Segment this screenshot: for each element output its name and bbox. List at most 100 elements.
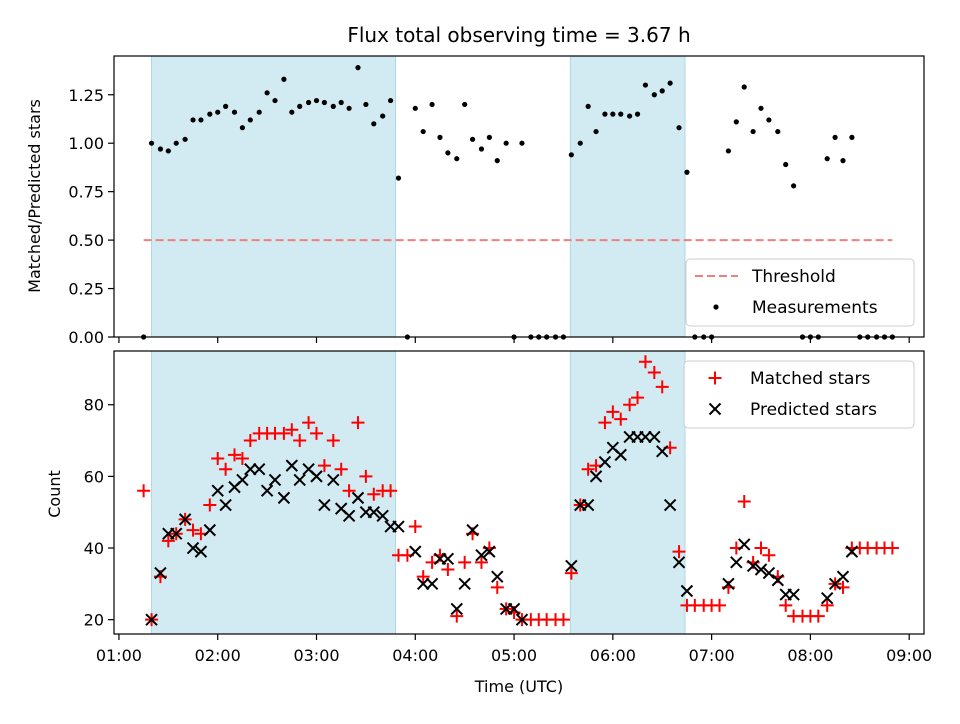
measurement-point [182, 136, 188, 142]
matched-star-point [450, 609, 464, 623]
measurement-point [627, 113, 633, 119]
predicted-star-point [342, 509, 356, 522]
y-tick-label: 60 [84, 467, 104, 486]
matched-star-point [416, 570, 430, 584]
legend-measurements-swatch [713, 304, 719, 310]
predicted-star-point [589, 470, 603, 483]
measurement-point [775, 128, 781, 135]
measurement-point [173, 140, 179, 146]
predicted-star-point [491, 570, 504, 583]
matched-star-point [811, 609, 825, 623]
matched-star-point [351, 416, 365, 430]
matched-star-point [367, 487, 381, 501]
predicted-star-point [754, 563, 768, 576]
predicted-star-point [441, 552, 455, 565]
predicted-star-point [293, 473, 306, 487]
measurement-point [519, 140, 525, 146]
measurement-point [667, 80, 673, 86]
matched-star-point [598, 416, 612, 430]
matched-star-point [243, 434, 257, 448]
predicted-star-point [154, 566, 167, 580]
y-tick-label: 20 [84, 611, 104, 630]
predicted-star-point [515, 613, 529, 626]
predicted-star-point [565, 559, 578, 573]
predicted-star-point [820, 591, 834, 605]
shaded-interval [151, 350, 397, 635]
predicted-star-point [186, 541, 200, 555]
ratio-panel-axes: 0.00 0.25 0.50 0.75 1.00 1.25 [68, 55, 925, 347]
y-tick-label: 40 [84, 539, 104, 558]
predicted-star-point [236, 473, 249, 487]
measurement-point [231, 109, 238, 115]
matched-star-point [285, 423, 299, 437]
count-legend: Matched stars Predicted stars [683, 360, 915, 429]
matched-star-point [228, 448, 242, 462]
measurement-point [297, 103, 303, 109]
predicted-star-point [639, 430, 652, 444]
legend-predicted-swatch [708, 402, 722, 416]
measurement-point [437, 134, 443, 140]
predicted-star-point [203, 523, 217, 537]
ratio-legend: Threshold Measurements [685, 258, 915, 327]
matched-star-point [606, 405, 620, 419]
measurement-point [618, 111, 624, 117]
x-tick-label: 05:00 [491, 646, 537, 665]
x-tick-label: 01:00 [96, 646, 142, 665]
predicted-star-point [425, 577, 439, 591]
matched-star-point [384, 484, 398, 498]
predicted-star-point [145, 613, 158, 626]
predicted-star-point [458, 577, 471, 591]
count-panel-shading [151, 350, 686, 635]
measurement-point [684, 169, 690, 175]
x-axis-label: Time (UTC) [474, 677, 563, 696]
measurement-point [338, 99, 344, 106]
predicted-star-point [771, 574, 785, 587]
predicted-star-point [663, 498, 677, 512]
panel-frame [113, 350, 925, 635]
measurement-point [256, 109, 262, 115]
predicted-star-point [598, 455, 612, 469]
predicted-star-point [656, 445, 669, 458]
predicted-star-point [450, 602, 463, 616]
ratio-panel-shading [151, 55, 686, 338]
shaded-interval [151, 55, 397, 338]
matched-star-point [317, 459, 331, 473]
measurement-point [494, 158, 500, 164]
predicted-star-point [581, 498, 595, 512]
measurement-point [445, 150, 451, 156]
matched-star-point [235, 451, 249, 465]
measurement-point [758, 105, 764, 111]
measurement-point [346, 105, 352, 111]
predicted-star-point [310, 470, 323, 483]
predicted-star-point [211, 484, 224, 497]
predicted-star-point [260, 484, 274, 497]
shaded-interval [569, 55, 686, 338]
measurement-point [198, 117, 204, 123]
x-tick-label: 02:00 [195, 646, 241, 665]
legend-predicted-label: Predicted stars [750, 400, 877, 420]
measurement-point [585, 103, 591, 109]
matched-star-point [161, 534, 175, 548]
predicted-star-point [648, 430, 661, 444]
matched-star-point [762, 548, 776, 562]
measurement-point [659, 88, 665, 94]
measurement-point [577, 140, 583, 146]
predicted-star-point [416, 577, 430, 591]
measurement-point [832, 134, 838, 140]
measurement-point [840, 158, 846, 164]
measurement-point [330, 103, 336, 109]
matched-star-point [334, 462, 348, 476]
matched-star-point [647, 365, 661, 379]
legend-matched-swatch [708, 371, 722, 385]
predicted-star-point [466, 523, 479, 537]
measurement-point [165, 148, 171, 154]
measurement-point [766, 117, 772, 123]
predicted-star-point [475, 548, 488, 562]
measurement-point [651, 92, 657, 98]
measurement-point [676, 125, 682, 131]
predicted-star-point [746, 559, 760, 573]
measurement-point [247, 117, 253, 123]
matched-star-point [458, 555, 472, 569]
predicted-star-point [836, 570, 850, 583]
